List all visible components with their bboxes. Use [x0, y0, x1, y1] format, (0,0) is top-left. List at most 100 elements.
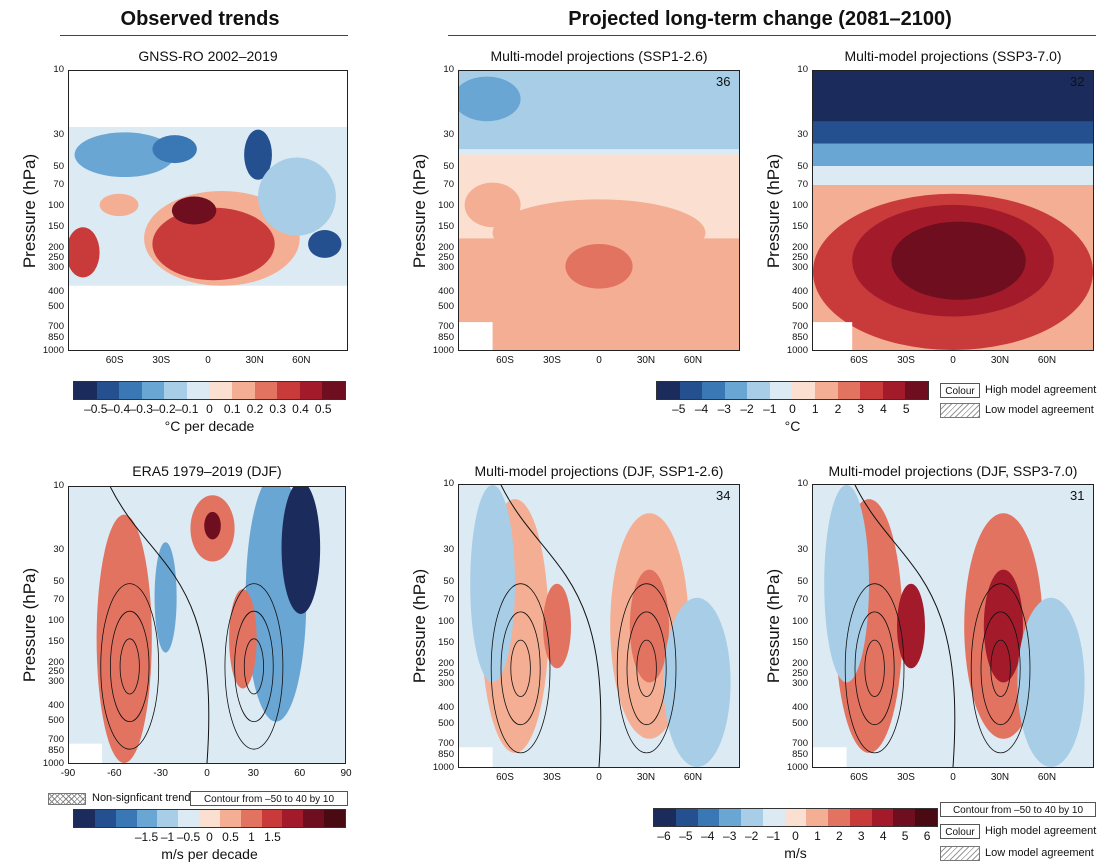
- easterly-right: [663, 597, 731, 767]
- pressure-tick: 850: [438, 332, 454, 344]
- pressure-tick: 850: [438, 749, 454, 761]
- colorbar-unit: m/s per decade: [161, 846, 258, 862]
- wind-contour: [243, 638, 264, 695]
- wind-contour: [234, 610, 274, 722]
- westerly-trend-left: [96, 514, 152, 763]
- pressure-tick: 200: [792, 242, 808, 254]
- cool-core: [152, 135, 197, 164]
- colorbar-swatch: [74, 382, 97, 399]
- pressure-tick: 100: [792, 200, 808, 212]
- colorbar-unit: m/s: [784, 845, 807, 861]
- colorbar-tick: –1: [763, 402, 777, 416]
- pressure-tick: 150: [48, 635, 64, 647]
- warm-core: [565, 243, 633, 289]
- neutral-band: [813, 165, 1093, 186]
- wind-contour: [864, 639, 885, 697]
- pressure-tick: 10: [797, 64, 808, 75]
- colorbar-tick: 0.2: [246, 402, 264, 416]
- colorbar-swatch: [806, 809, 829, 826]
- lat-tick: 60N: [292, 355, 311, 366]
- pressure-tick: 150: [48, 221, 64, 233]
- pressure-tick: 10: [53, 64, 64, 75]
- colorbar-tick: –4: [701, 829, 715, 843]
- low-agreement-hatch: [940, 403, 980, 418]
- pressure-tick: 50: [53, 575, 64, 587]
- lat-tick: 60N: [1037, 772, 1057, 783]
- colorbar-tick: 5: [902, 402, 910, 416]
- cold-band-3: [813, 143, 1093, 166]
- wind-contour: [490, 583, 551, 754]
- lat-tick: 60N: [683, 772, 703, 783]
- colorbar-swatch: [702, 382, 725, 399]
- colorbar-swatch: [905, 382, 928, 399]
- wind-contour: [844, 583, 905, 754]
- colorbar-tick: 5: [901, 829, 909, 843]
- pressure-tick: 400: [792, 285, 808, 297]
- pressure-tick: 70: [797, 179, 808, 191]
- pressure-tick: 1000: [786, 345, 808, 356]
- wind-contour: [224, 583, 284, 750]
- lat-tick: 0: [596, 355, 602, 366]
- colorbar-tick: –2: [744, 829, 759, 843]
- colorbar-swatch: [261, 810, 283, 827]
- colorbar-tick: 2: [834, 402, 842, 416]
- pressure-tick: 200: [48, 656, 64, 668]
- pressure-tick: 700: [438, 321, 454, 333]
- pressure-tick: 400: [48, 699, 64, 711]
- pressure-tick: 1000: [786, 762, 808, 773]
- colorbar-tick: 6: [923, 829, 931, 843]
- wind-contour: [500, 611, 541, 726]
- westerly-right: [229, 589, 257, 689]
- non-significant-label: Non-signficant trend: [92, 792, 191, 804]
- panel-title-ssp126_u: Multi-model projections (DJF, SSP1-2.6): [474, 463, 724, 479]
- pressure-tick: 70: [443, 179, 454, 191]
- colorbar-tick: 0.5: [222, 830, 239, 844]
- colorbar-swatch: [199, 810, 220, 827]
- lat-tick: 30S: [543, 355, 561, 366]
- colorbar-swatch: [119, 382, 142, 399]
- wind-contour: [119, 638, 140, 695]
- lat-tick: -60: [107, 768, 122, 779]
- lat-tick: 0: [205, 355, 211, 366]
- pressure-tick: 250: [792, 668, 808, 680]
- colorbar-swatch: [792, 382, 816, 399]
- pressure-tick: 300: [792, 678, 808, 690]
- lat-tick: 30N: [245, 355, 264, 366]
- colorbar-swatch: [882, 382, 906, 399]
- wind-contour: [626, 611, 667, 726]
- pressure-tick: 850: [792, 332, 808, 344]
- cool-right: [258, 157, 336, 236]
- lat-tick: 0: [950, 355, 956, 366]
- colorbar-tick: 0.1: [223, 402, 241, 416]
- colorbar-tick: –0.4: [106, 402, 131, 416]
- pressure-tick: 10: [53, 480, 64, 491]
- colorbar-tick: –0.3: [129, 402, 153, 416]
- no-data: [813, 747, 847, 767]
- easterly-left: [824, 485, 869, 683]
- colorbar-tick: –5: [672, 402, 686, 416]
- colorbar-swatch: [849, 809, 872, 826]
- pressure-tick: 500: [438, 717, 454, 729]
- colorbar-tick: –1: [766, 829, 781, 843]
- colorbar-tick: 4: [880, 402, 887, 416]
- pressure-tick: 300: [48, 262, 64, 274]
- pressure-tick: 300: [438, 678, 454, 690]
- colorbar-swatch: [741, 809, 763, 826]
- pressure-tick: 30: [443, 543, 454, 555]
- pressure-tick: 50: [797, 160, 808, 172]
- model-count: 36: [716, 74, 731, 89]
- colorbar-swatch: [254, 382, 278, 399]
- lat-tick: 60S: [850, 355, 868, 366]
- warm-peak: [891, 221, 1026, 300]
- pressure-tick: 100: [48, 200, 64, 212]
- pressure-tick: 200: [48, 242, 64, 254]
- pressure-tick: 100: [792, 615, 808, 627]
- jet-core-left: [543, 583, 571, 669]
- colorbar-tick: –2: [740, 402, 754, 416]
- pressure-tick: 150: [438, 637, 454, 649]
- cool-region: [74, 132, 175, 178]
- lat-tick: -30: [153, 768, 168, 779]
- colorbar-tick: –4: [694, 402, 709, 416]
- model-count: 34: [716, 488, 731, 503]
- colorbar-proj_temp: [656, 381, 929, 400]
